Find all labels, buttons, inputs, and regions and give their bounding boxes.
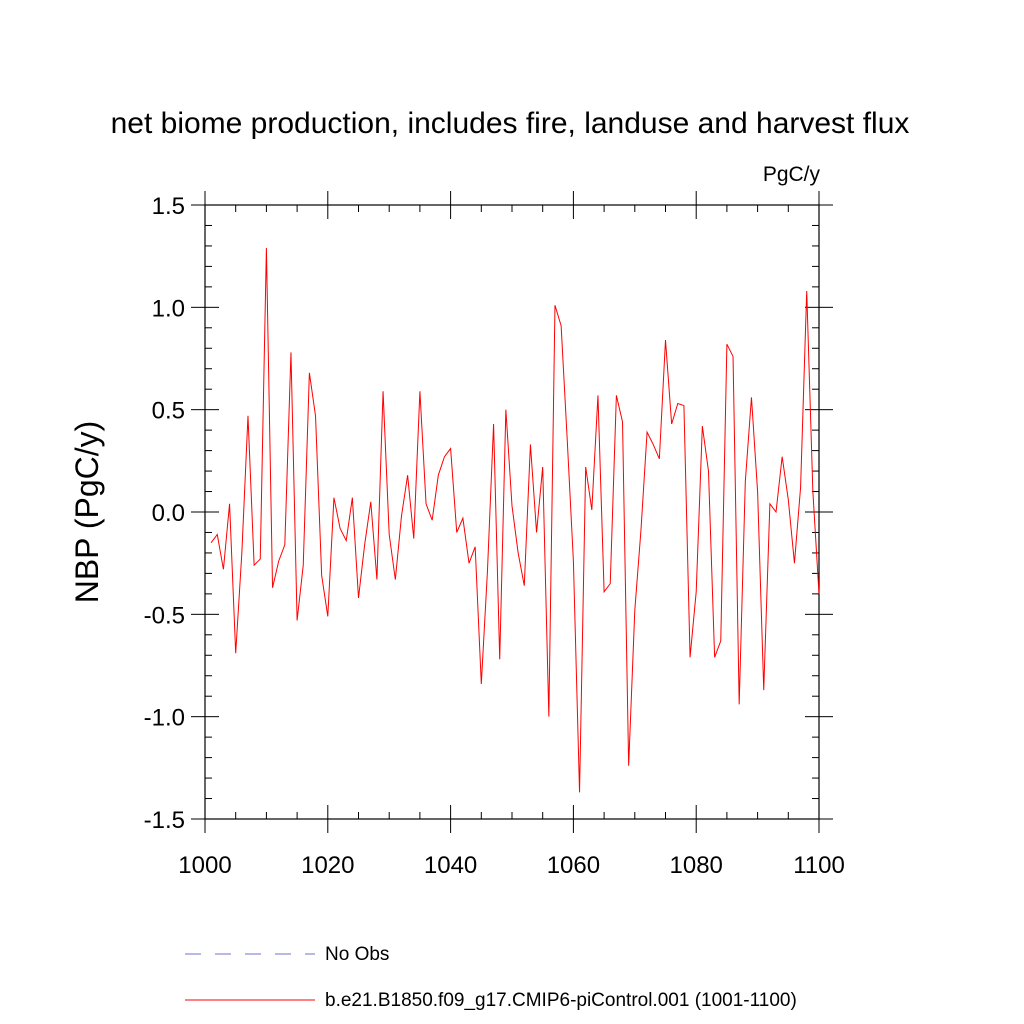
axis-tick-labels: 1000 1020 1040 1060 1080 1100 -1.5 -1.0 -0.5 0.0 0… bbox=[144, 193, 845, 879]
legend-label-no-obs: No Obs bbox=[325, 944, 389, 965]
legend-label-picontrol: b.e21.B1850.f09_g17.CMIP6-piControl.001 … bbox=[325, 990, 797, 1011]
legend: No Obs b.e21.B1850.f09_g17.CMIP6-piContr… bbox=[185, 944, 797, 1011]
y-tick-label: 0.5 bbox=[152, 398, 185, 425]
y-tick-label: 1.5 bbox=[152, 193, 185, 220]
axis-ticks bbox=[191, 191, 833, 833]
x-tick-label: 1060 bbox=[547, 852, 600, 879]
units-label: PgC/y bbox=[763, 163, 821, 186]
series-line-picontrol bbox=[210, 247, 820, 793]
y-axis-label: NBP (PgC/y) bbox=[69, 421, 105, 604]
y-tick-label: -1.5 bbox=[144, 807, 185, 834]
y-tick-label: -1.0 bbox=[144, 705, 185, 732]
x-tick-label: 1100 bbox=[793, 852, 845, 879]
x-tick-label: 1000 bbox=[178, 852, 231, 879]
plot-frame bbox=[204, 204, 820, 820]
y-tick-label: 1.0 bbox=[152, 295, 185, 322]
x-tick-label: 1080 bbox=[670, 852, 723, 879]
chart-title: net biome production, includes fire, lan… bbox=[111, 107, 910, 140]
y-tick-label: 0.0 bbox=[152, 500, 185, 527]
y-tick-label: -0.5 bbox=[144, 602, 185, 629]
x-tick-label: 1040 bbox=[424, 852, 477, 879]
x-tick-label: 1020 bbox=[301, 852, 354, 879]
